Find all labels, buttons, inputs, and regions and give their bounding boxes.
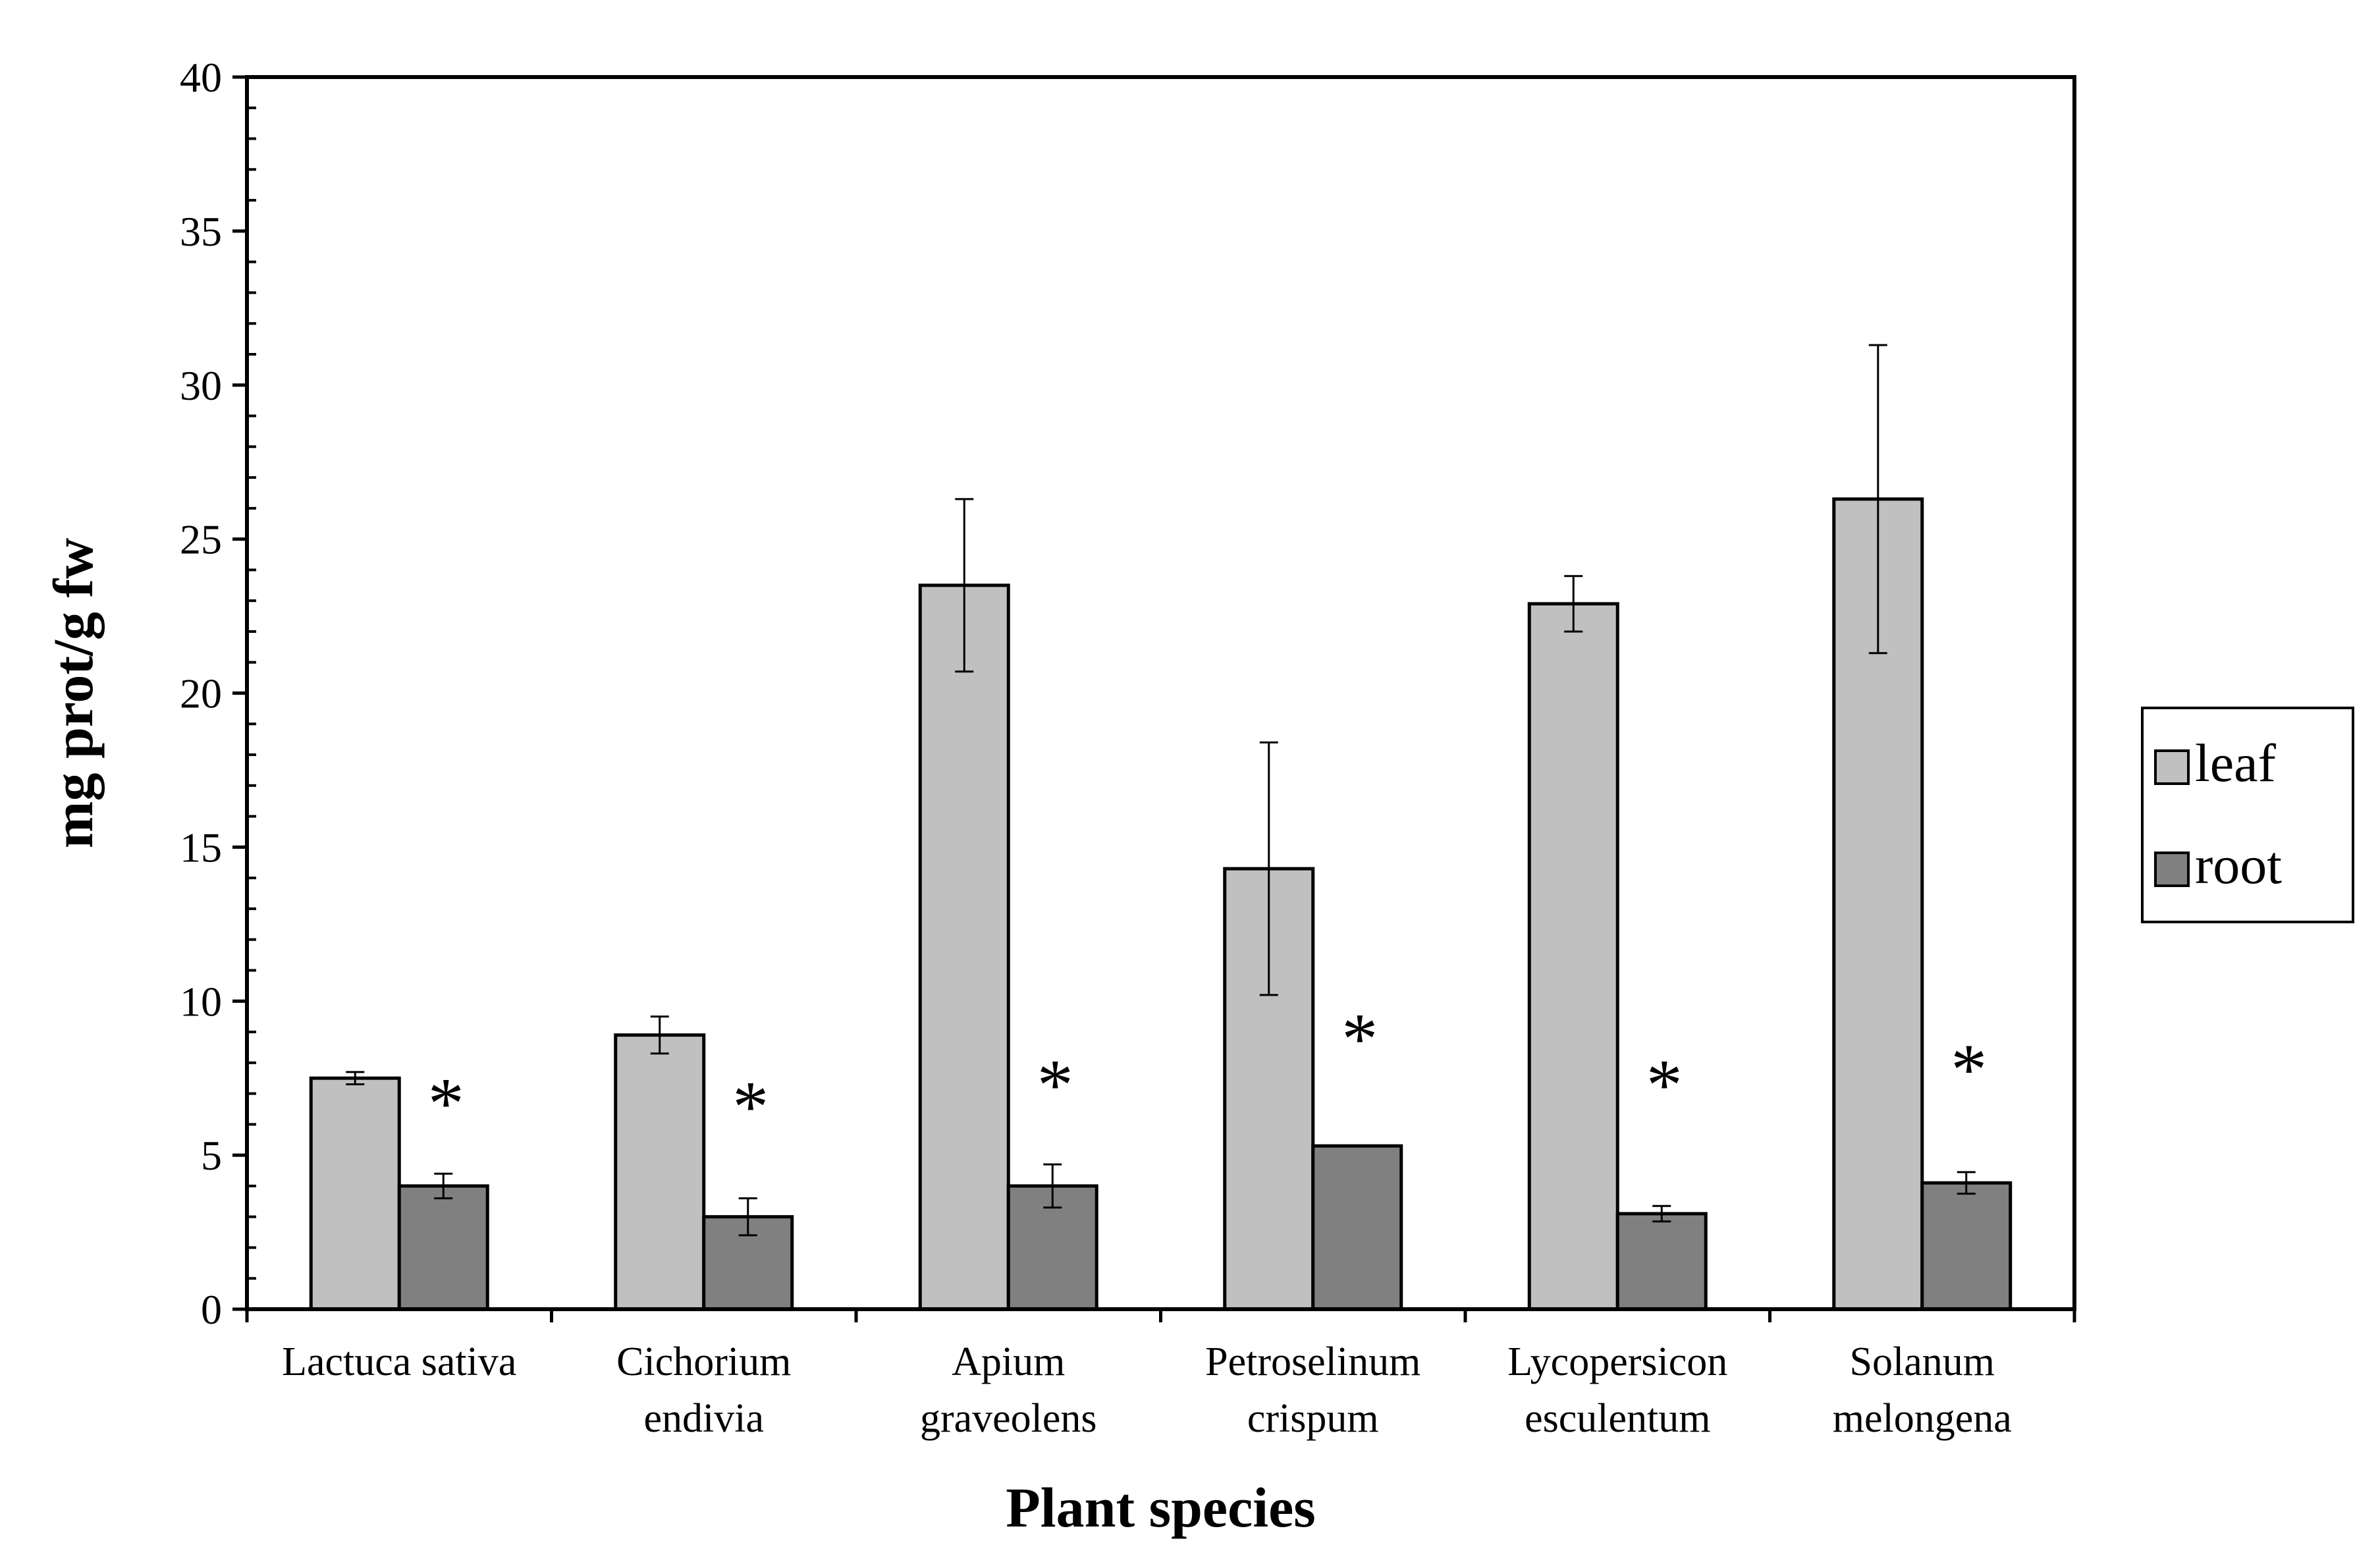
y-tick-label: 10: [180, 978, 222, 1025]
significance-markers: * * * * * *: [428, 998, 1988, 1147]
x-tick-label: Apium graveolens: [920, 1339, 1097, 1441]
y-axis-title: mg prot/g fw: [41, 538, 105, 848]
x-tick-label-line: Lycopersicon: [1507, 1339, 1727, 1384]
bar-leaf-4: [1527, 602, 1619, 1311]
significance-star-3: *: [1341, 998, 1378, 1079]
x-tick-label: Lactuca sativa: [282, 1339, 516, 1384]
legend-swatch-leaf: [2154, 749, 2190, 785]
legend-swatch-root: [2154, 852, 2190, 887]
x-tick-label-line: melongena: [1833, 1396, 2012, 1441]
y-tick-label: 20: [180, 670, 222, 717]
x-axis-title: Plant species: [1006, 1476, 1316, 1539]
x-tick-label-line: Petroselinum: [1205, 1339, 1420, 1384]
bar-leaf-2: [918, 583, 1010, 1311]
bar-root-3: [1311, 1144, 1403, 1311]
x-axis: Lactuca sativa Cichorium endivia Apium grave…: [245, 1309, 2076, 1441]
x-tick-label: Lycopersicon esculentum: [1507, 1339, 1727, 1441]
x-tick-label-line: esculentum: [1525, 1396, 1710, 1441]
bar-leaf-3: [1223, 867, 1315, 1311]
x-tick-label-line: Lactuca sativa: [282, 1339, 516, 1384]
x-tick-label: Petroselinum crispum: [1205, 1339, 1420, 1441]
x-tick-label-line: graveolens: [920, 1396, 1097, 1441]
x-tick-label-line: Cichorium: [616, 1339, 791, 1384]
x-tick-label: Solanum melongena: [1833, 1339, 2012, 1441]
significance-star-2: *: [1037, 1045, 1073, 1125]
bar-root-4: [1615, 1212, 1708, 1311]
y-tick-label: 15: [180, 824, 222, 871]
significance-star-5: *: [1951, 1029, 1987, 1110]
legend-label-root: root: [2195, 835, 2282, 895]
y-tick-label: 5: [201, 1132, 222, 1179]
x-tick-label-line: Apium: [952, 1339, 1065, 1384]
error-bars-layer: [346, 344, 1976, 1237]
y-axis: 0 5 10 15 20 25 30 35 40: [180, 54, 256, 1333]
y-tick-label: 30: [180, 362, 222, 409]
x-tick-label-line: Solanum: [1850, 1339, 1995, 1384]
significance-star-0: *: [428, 1064, 464, 1144]
bar-root-0: [397, 1184, 489, 1311]
y-tick-label: 25: [180, 516, 222, 563]
y-tick-label: 40: [180, 54, 222, 101]
significance-star-4: *: [1646, 1045, 1683, 1125]
bar-leaf-1: [614, 1033, 706, 1311]
legend: leaf root: [2141, 707, 2354, 923]
y-tick-label: 35: [180, 208, 222, 255]
bar-root-5: [1920, 1181, 2013, 1311]
x-tick-label-line: endivia: [644, 1396, 765, 1441]
significance-star-1: *: [732, 1066, 769, 1147]
y-tick-label: 0: [201, 1286, 222, 1333]
legend-label-leaf: leaf: [2195, 733, 2277, 793]
x-tick-label-line: crispum: [1247, 1396, 1379, 1441]
bar-leaf-0: [309, 1076, 401, 1311]
x-tick-label: Cichorium endivia: [616, 1339, 791, 1441]
